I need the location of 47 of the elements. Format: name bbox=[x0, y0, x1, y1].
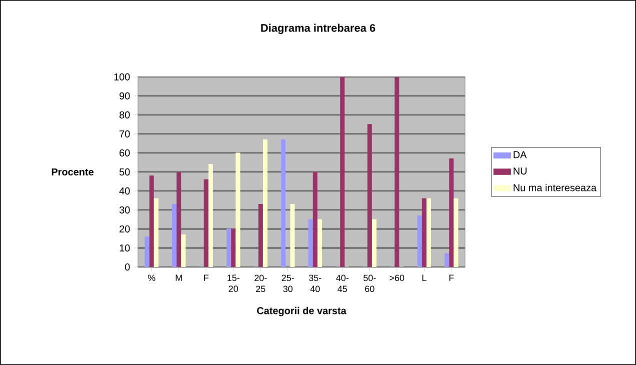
y-tick-label: 80 bbox=[120, 111, 130, 118]
bar bbox=[204, 179, 208, 268]
x-tick-label: L bbox=[422, 274, 426, 281]
bar bbox=[312, 172, 318, 268]
y-tick-label: 70 bbox=[120, 130, 130, 138]
bar bbox=[226, 228, 231, 268]
x-tick-label: % bbox=[148, 274, 156, 282]
bar bbox=[281, 139, 286, 268]
bar bbox=[449, 158, 454, 268]
x-tick-label: 20- 25 bbox=[254, 274, 267, 292]
y-tick-label: 50 bbox=[119, 168, 130, 176]
x-tick-label: 25- 30 bbox=[282, 274, 294, 292]
bar bbox=[417, 215, 422, 268]
bar bbox=[422, 198, 426, 268]
chart-title: Diagrama intrebarea 6 bbox=[261, 24, 376, 34]
y-tick-label: 60 bbox=[120, 149, 130, 157]
x-tick-label: F bbox=[204, 274, 208, 281]
y-tick-label: 40 bbox=[119, 187, 130, 195]
x-tick-label: >60 bbox=[390, 274, 404, 282]
bar bbox=[231, 228, 236, 268]
legend-label: NU bbox=[514, 168, 527, 175]
bar bbox=[308, 219, 313, 268]
bar bbox=[144, 236, 150, 268]
legend-label: Nu ma intereseaza bbox=[514, 184, 597, 192]
x-tick-label: 50- 60 bbox=[364, 274, 376, 292]
x-tick-label: M bbox=[176, 274, 182, 281]
y-tick-label: 100 bbox=[114, 73, 130, 80]
bar bbox=[367, 124, 372, 268]
x-tick-label: 40- 45 bbox=[336, 274, 348, 292]
x-tick-label: F bbox=[449, 274, 454, 281]
y-tick-label: 90 bbox=[120, 92, 130, 100]
y-tick-label: 30 bbox=[119, 206, 130, 214]
bar bbox=[176, 172, 182, 268]
bar bbox=[340, 76, 345, 268]
bar bbox=[149, 176, 154, 268]
x-tick-label: 35- 40 bbox=[308, 274, 322, 292]
y-tick-label: 20 bbox=[120, 225, 130, 233]
bar bbox=[258, 204, 263, 268]
bar bbox=[444, 253, 450, 268]
bar bbox=[394, 76, 400, 268]
bar bbox=[172, 204, 176, 268]
y-tick-label: 10 bbox=[120, 244, 130, 252]
x-tick-label: 15- 20 bbox=[228, 274, 240, 292]
y-tick-label: 0 bbox=[125, 264, 130, 271]
legend-label: DA bbox=[514, 151, 527, 158]
x-axis-title: Categorii de varsta bbox=[257, 306, 346, 316]
y-axis-title: Procente bbox=[52, 168, 94, 176]
